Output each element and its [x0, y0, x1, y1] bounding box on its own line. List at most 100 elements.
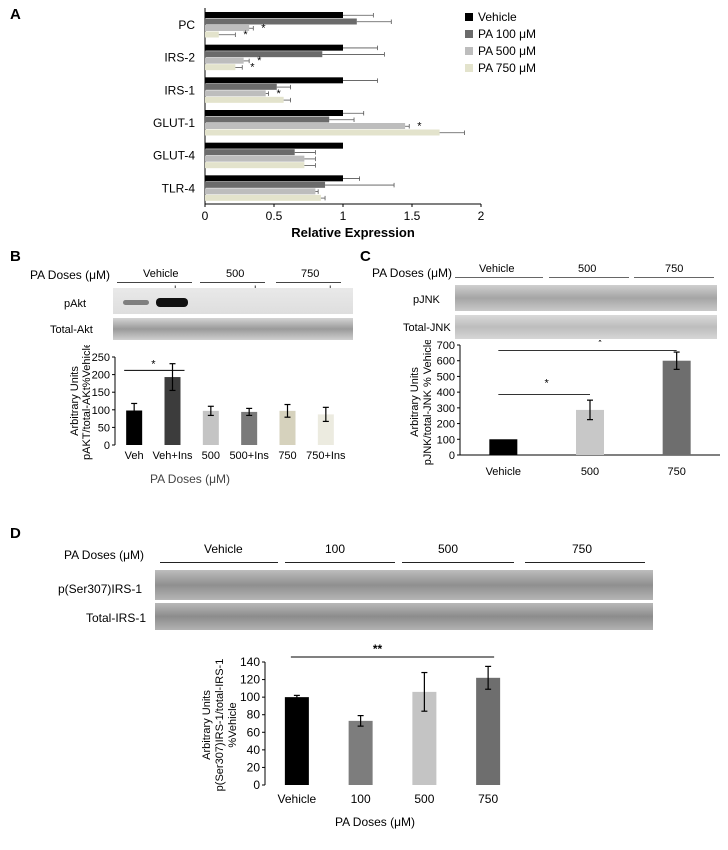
panel-a-bar — [205, 44, 343, 51]
panel-d-750-line — [525, 562, 645, 563]
panel-c-y-axis-label-2: pJNK/total-JNK % Vehicle — [422, 340, 434, 465]
panel-d-doses-label: PA Doses (μM) — [64, 548, 145, 562]
panel-c-category-label: Vehicle — [486, 466, 521, 478]
panel-a-bar — [205, 123, 406, 129]
panel-b-y-tick-label: 0 — [104, 440, 110, 452]
panel-b-category-label: 500 — [202, 450, 220, 462]
panel-b-significance-star: * — [151, 358, 156, 370]
panel-d-group-100: 100 — [325, 542, 346, 556]
panel-b-chart: 0 50 100 150 200 250 Veh Veh+Ins 500 500+Ins 750 75… — [69, 345, 346, 462]
panel-a-x-tick-label: 1.5 — [404, 209, 421, 223]
panel-d-y-axis-label-3: %Vehicle — [227, 702, 239, 747]
panel-a-significance-star: * — [243, 29, 248, 41]
panel-b-category-label: 500+Ins — [229, 450, 269, 462]
panel-d-bar — [476, 677, 501, 785]
panel-a-legend-swatch — [465, 64, 473, 72]
panel-d-y-tick-label: 140 — [240, 655, 260, 669]
panel-c-y-tick-label: 400 — [437, 387, 455, 399]
panel-a-legend-label: PA 100 μM — [478, 27, 536, 41]
panel-a-significance-star: * — [250, 62, 255, 74]
panel-c-total-jnk-blot — [455, 315, 717, 339]
panel-c-y-tick-label: 500 — [437, 371, 455, 383]
panel-b-category-label: 750+Ins — [306, 450, 346, 462]
panel-c-significance-star-2: * — [598, 340, 603, 349]
panel-d-bar — [348, 720, 373, 785]
panel-c-blot-label-pjnk: pJNK — [413, 294, 440, 306]
panel-a-bar — [205, 51, 323, 58]
panel-b-y-tick-label: 150 — [92, 387, 110, 399]
panel-a-bar — [205, 129, 440, 136]
panel-c-significance-star-1: * — [545, 378, 550, 390]
panel-d-category-label: 500 — [414, 792, 434, 806]
panel-a-bar — [205, 181, 326, 188]
panel-b-group-vehicle: Vehicle — [143, 268, 179, 280]
panel-a-bar — [205, 77, 343, 84]
panel-c-letter: C — [360, 248, 371, 265]
panel-a-significance-star: * — [261, 23, 266, 35]
panel-d-bar — [284, 697, 309, 785]
panel-c-y-axis-label-1: Arbitrary Units — [409, 367, 421, 437]
panel-b-category-label: 750 — [278, 450, 296, 462]
panel-a-bar — [205, 25, 250, 31]
panel-a-x-tick-label: 0.5 — [266, 209, 283, 223]
panel-c-bar — [489, 439, 518, 455]
panel-a-legend-swatch — [465, 13, 473, 21]
panel-a-bar — [205, 83, 277, 90]
panel-b-bar — [126, 410, 143, 445]
panel-a-legend-label: PA 750 μM — [478, 61, 536, 75]
panel-d-chart: 0 20 40 60 80 100 120 140 Vehicle 100 500 750 ** Arbi… — [201, 642, 501, 806]
panel-d-total-irs1-blot — [155, 603, 653, 630]
panel-c-chart: 0 100 200 300 400 500 600 700 Vehicle 500 750 * * Arb… — [409, 340, 720, 478]
panel-b-y-tick-label: 250 — [92, 352, 110, 364]
panel-b-y-axis-label-2: pAKT/total-AKt%Vehicle — [81, 345, 93, 460]
panel-a-bar — [205, 57, 244, 64]
panel-d-group-750: 750 — [572, 542, 593, 556]
panel-d-pirs1-blot — [155, 570, 653, 600]
panel-a-x-tick-label: 0 — [202, 209, 209, 223]
panel-c-group-750: 750 — [665, 263, 684, 275]
panel-d-y-tick-label: 60 — [247, 725, 261, 739]
panel-d-significance-star: ** — [373, 642, 383, 656]
panel-a-category-label: TLR-4 — [162, 181, 196, 195]
panel-a-bar — [205, 31, 219, 38]
panel-d-letter: D — [10, 525, 21, 542]
panel-a-bar — [205, 162, 305, 169]
panel-a-bar — [205, 110, 343, 116]
panel-c-group-500: 500 — [578, 263, 597, 275]
panel-a-bar — [205, 175, 343, 182]
panel-d-blot-label-pirs1: p(Ser307)IRS-1 — [58, 582, 143, 596]
panel-d-y-tick-label: 120 — [240, 673, 260, 687]
panel-c-500-line — [549, 277, 629, 278]
panel-b-bar — [317, 414, 334, 445]
panel-c-category-label: 750 — [667, 466, 685, 478]
panel-b-category-label: Veh — [125, 450, 144, 462]
panel-d-blot-label-total-irs1: Total-IRS-1 — [86, 611, 147, 625]
panel-b-500-line — [200, 282, 265, 283]
panel-d-y-axis-label-2: p(Ser307)IRS-1/total-IRS-1 — [214, 659, 226, 792]
panel-a-bar — [205, 18, 357, 25]
panel-c-y-tick-label: 700 — [437, 340, 455, 352]
panel-a-bar — [205, 64, 236, 71]
panel-d-y-tick-label: 0 — [253, 778, 260, 792]
panel-d-y-tick-label: 100 — [240, 690, 260, 704]
panel-a-category-label: GLUT-1 — [153, 116, 195, 130]
panel-b-bar — [241, 411, 258, 445]
panel-c-category-label: 500 — [581, 466, 599, 478]
panel-a-bar — [205, 96, 284, 103]
panel-c-y-tick-label: 200 — [437, 419, 455, 431]
panel-c-bar — [662, 360, 691, 455]
panel-b-bar — [164, 377, 181, 445]
panel-b-pakt-blot — [113, 288, 353, 314]
panel-a-bar — [205, 12, 343, 18]
panel-b-vehicle-line — [117, 282, 192, 283]
panel-a-legend-swatch — [465, 47, 473, 55]
panel-a-letter: A — [10, 6, 21, 23]
panel-b-total-akt-blot — [113, 318, 353, 340]
panel-b-y-tick-label: 100 — [92, 405, 110, 417]
panel-a-bar — [205, 155, 305, 162]
panel-a-x-axis-label: Relative Expression — [291, 225, 415, 240]
panel-c-y-tick-label: 300 — [437, 403, 455, 415]
panel-d-category-label: 750 — [478, 792, 498, 806]
panel-a-bar — [205, 90, 266, 97]
panel-c-doses-label: PA Doses (μM) — [372, 266, 453, 280]
